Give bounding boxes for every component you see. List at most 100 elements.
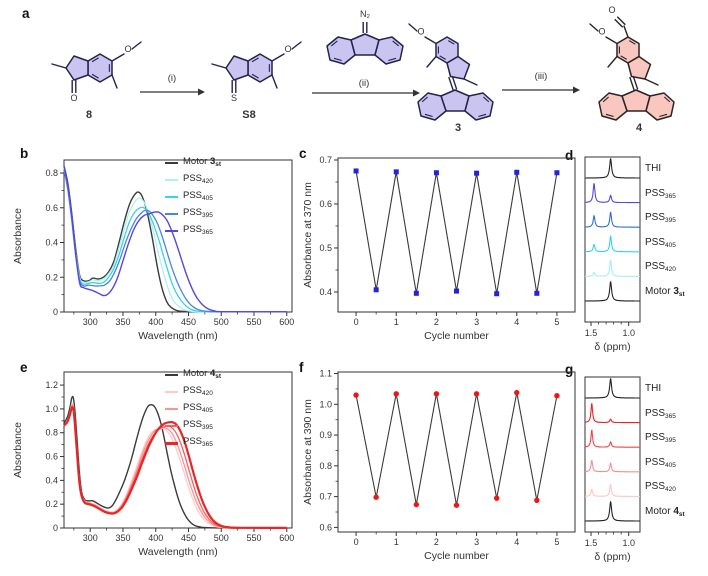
ring-pentagon-4 [627,55,652,80]
nmr-trace-2 [585,429,640,448]
aromatic-bond [448,40,455,45]
bond [131,41,142,50]
x-axis-label: δ (ppm) [594,551,630,563]
data-point [393,169,399,175]
ring-pentagon-s8 [225,55,249,81]
legend-swatch [165,441,178,445]
aromatic-bond [388,57,397,62]
nmr-trace-0 [585,157,640,179]
bond [605,36,618,45]
step-label-iii: (iii) [535,71,548,82]
nmr-trace-label: THI [645,163,662,174]
y-tick-label: 0.4 [45,238,58,248]
x-tick-label: 600 [279,533,294,543]
data-point [353,392,359,398]
x-tick-label: 550 [246,317,261,327]
y-axis-label: Absorbance [12,422,24,478]
atom-O-methoxy-3: O [417,27,424,37]
y-tick-label: 1.1 [319,369,332,379]
legend-swatch [165,196,178,198]
y-tick-label: 0.8 [45,428,58,438]
spectrum-curve-3 [63,169,287,313]
nmr-trace-3 [585,234,640,253]
y-axis-label: Absorbance [12,208,24,264]
nmr-trace-5 [585,500,640,522]
y-tick-label: 0.9 [319,430,332,440]
data-point [413,290,419,296]
panel-uvvis-3: 300 350 400 450 500 550 600 0 0.2 0.4 0.6 0.8 Wavele… [8,148,298,360]
x-tick-label: 1 [394,537,399,547]
atom-N2-diazo: N₂ [360,9,370,19]
spectrum-curve-4 [63,165,287,313]
data-point [473,391,480,397]
bond [589,23,599,32]
y-axis-label: Absorbance at 370 nm [302,182,314,288]
arrow-step-iii-head [573,86,580,94]
legend-label: Motor 3st [183,156,222,168]
y-tick-label: 1.2 [45,380,58,390]
nmr-trace-label: PSS395 [645,432,676,445]
y-tick-label: 0.4 [45,475,58,485]
data-point [534,290,540,296]
ring-pentagon-3 [446,55,471,80]
data-point [554,170,560,176]
legend-swatch [165,179,178,181]
x-tick-label: 0 [354,537,359,547]
data-point [474,170,480,176]
legend-item: PSS405 [165,190,221,204]
legend-swatch [165,391,178,393]
nmr-trace-1 [585,403,640,424]
bond [644,78,659,86]
ring-pentagon-fluorene-3 [440,89,470,112]
y-tick-label: 0.8 [45,168,58,178]
nmr-trace-label: THI [645,383,662,394]
legend-label: PSS365 [183,224,213,236]
panel-letter-a: a [22,6,30,21]
bond [211,63,227,69]
y-tick-label: 0.7 [319,492,332,502]
panel-letter-g: g [565,362,574,377]
x-tick-label: 450 [181,533,196,543]
arrow-step-i-head [198,88,205,96]
nmr-trace-label: PSS405 [645,456,676,469]
bond [623,25,629,38]
y-tick-label: 0.2 [45,272,58,282]
panel-nmr-3: 1.5 1.0 δ (ppm) THI PSS365 PSS395 PSS405 PSS42… [556,148,708,360]
x-tick-label: 4 [514,537,519,547]
x-axis-label: Wavelength (nm) [138,330,218,342]
y-tick-label: 0.6 [319,522,332,532]
legend-swatch [165,213,178,215]
bond [271,74,278,89]
ring-benzene-8 [87,53,113,83]
plot-box [584,376,641,533]
ring-pentagon-fluorene-4 [621,89,651,112]
double-bond [616,16,626,26]
legend-item: PSS365 [165,436,221,450]
spectrum-curve-2 [63,169,287,313]
y-tick-label: 0.7 [319,155,332,165]
data-point [413,501,420,508]
bond [408,23,418,32]
panel-letter-d: d [565,148,574,163]
panel-nmr-4: 1.5 1.0 δ (ppm) THI PSS365 PSS395 PSS405 PSS42… [556,360,708,576]
nmr-trace-label: PSS405 [645,236,676,249]
x-tick-label: 3 [474,317,479,327]
plot-box [63,371,293,529]
aromatic-bond [251,73,259,79]
x-axis-label: Cycle number [424,550,489,562]
y-tick-label: 0 [53,307,58,317]
aromatic-bond [663,96,671,103]
bond [51,63,67,69]
y-tick-label: 0.6 [45,203,58,213]
legend-label: PSS395 [183,419,213,431]
aromatic-bond [478,113,487,118]
legend-item: Motor 4st [165,368,221,382]
x-tick-label: 1.0 [622,538,635,548]
legend-item: PSS395 [165,419,221,433]
plot-box [63,159,293,313]
aromatic-bond [629,40,636,45]
compound-label-s8: S8 [242,109,255,121]
x-tick-label: 500 [214,317,229,327]
double-bond [629,76,635,91]
